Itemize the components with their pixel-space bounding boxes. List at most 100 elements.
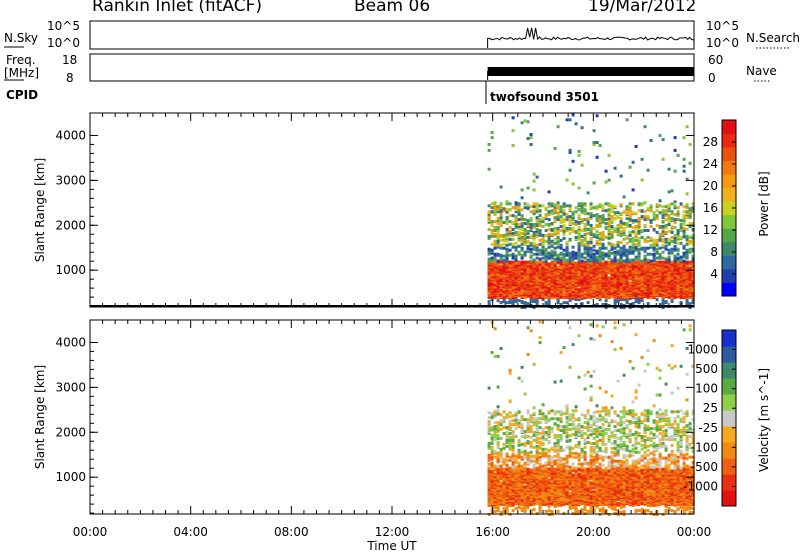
- heatmap-cell: [604, 262, 608, 266]
- heatmap-cell: [637, 254, 641, 258]
- heatmap-cell: [487, 479, 491, 483]
- heatmap-cell: [544, 233, 548, 237]
- heatmap-cell: [529, 223, 533, 226]
- heatmap-cell: [505, 463, 509, 467]
- heatmap-cell: [610, 258, 614, 262]
- heatmap-cell: [520, 426, 524, 430]
- heatmap-cell: [487, 444, 491, 448]
- heatmap-cell: [679, 260, 683, 264]
- heatmap-cell: [622, 296, 626, 300]
- heatmap-cell: [511, 245, 515, 249]
- heatmap-cell: [610, 281, 614, 285]
- heatmap-cell: [661, 157, 665, 161]
- heatmap-cell: [502, 282, 506, 286]
- heatmap-cell: [643, 218, 647, 222]
- heatmap-cell: [616, 258, 620, 262]
- power-x-ticks: [89, 113, 695, 307]
- heatmap-cell: [673, 226, 677, 229]
- heatmap-cell: [523, 469, 527, 473]
- heatmap-cell: [535, 252, 539, 256]
- heatmap-cell: [586, 246, 590, 250]
- heatmap-cell: [508, 260, 512, 264]
- heatmap-cell: [526, 478, 530, 482]
- heatmap-cell: [652, 228, 656, 231]
- heatmap-cell: [565, 253, 569, 257]
- heatmap-cell: [559, 215, 563, 219]
- heatmap-cell: [490, 415, 494, 419]
- heatmap-cell: [514, 226, 518, 229]
- heatmap-cell: [532, 467, 536, 471]
- heatmap-cell: [508, 442, 512, 446]
- heatmap-cell: [505, 501, 509, 505]
- heatmap-cell: [505, 434, 509, 437]
- heatmap-cell: [619, 212, 623, 216]
- heatmap-cell: [529, 428, 533, 431]
- heatmap-cell: [559, 295, 563, 299]
- heatmap-cell: [673, 260, 677, 264]
- heatmap-cell: [673, 270, 677, 274]
- heatmap-cell: [688, 235, 692, 239]
- heatmap-cell: [550, 209, 554, 213]
- heatmap-cell: [655, 203, 659, 207]
- heatmap-cell: [547, 235, 551, 239]
- heatmap-cell: [601, 230, 605, 234]
- heatmap-cell: [523, 242, 527, 246]
- heatmap-cell: [520, 271, 524, 275]
- heatmap-cell: [568, 204, 572, 208]
- nave-tick-hi: 60: [708, 53, 724, 67]
- heatmap-cell: [580, 255, 584, 259]
- heatmap-cell: [499, 213, 503, 217]
- heatmap-cell: [604, 281, 608, 285]
- heatmap-cell: [688, 225, 692, 228]
- heatmap-cell: [529, 136, 533, 140]
- heatmap-cell: [523, 452, 527, 456]
- heatmap-cell: [520, 242, 524, 246]
- heatmap-cell: [541, 220, 545, 224]
- heatmap-cell: [499, 285, 503, 289]
- heatmap-cell: [637, 286, 641, 290]
- heatmap-cell: [658, 134, 662, 138]
- heatmap-cell: [679, 241, 683, 245]
- heatmap-cell: [619, 240, 623, 244]
- heatmap-cell: [583, 260, 587, 264]
- heatmap-cell: [589, 204, 593, 208]
- heatmap-cell: [532, 188, 536, 192]
- heatmap-cell: [661, 298, 665, 302]
- heatmap-cell: [514, 223, 518, 226]
- heatmap-cell: [511, 283, 515, 287]
- heatmap-cell: [562, 202, 566, 206]
- heatmap-cell: [532, 491, 536, 495]
- heatmap-cell: [538, 221, 542, 224]
- heatmap-cell: [664, 230, 668, 234]
- heatmap-cell: [634, 238, 638, 242]
- heatmap-cell: [493, 510, 497, 513]
- heatmap-cell: [577, 251, 581, 255]
- heatmap-cell: [523, 228, 527, 231]
- heatmap-cell: [679, 223, 683, 226]
- heatmap-cell: [583, 202, 587, 206]
- heatmap-cell: [520, 228, 524, 231]
- heatmap-cell: [550, 232, 554, 236]
- heatmap-cell: [514, 507, 518, 511]
- heatmap-cell: [511, 436, 515, 439]
- heatmap-cell: [679, 229, 683, 232]
- heatmap-cell: [553, 286, 557, 290]
- heatmap-cell: [523, 236, 527, 240]
- heatmap-cell: [547, 426, 551, 430]
- heatmap-cell: [535, 202, 539, 206]
- heatmap-cell: [691, 249, 695, 253]
- heatmap-cell: [547, 478, 551, 482]
- heatmap-cell: [604, 202, 608, 206]
- heatmap-cell: [514, 245, 518, 249]
- heatmap-cell: [667, 257, 671, 261]
- heatmap-cell: [619, 217, 623, 221]
- heatmap-cell: [541, 415, 545, 419]
- heatmap-cell: [523, 507, 527, 511]
- heatmap-cell: [502, 426, 506, 430]
- heatmap-cell: [490, 210, 494, 214]
- heatmap-cell: [604, 235, 608, 239]
- heatmap-cell: [487, 250, 491, 254]
- heatmap-cell: [631, 293, 635, 297]
- heatmap-cell: [487, 476, 491, 480]
